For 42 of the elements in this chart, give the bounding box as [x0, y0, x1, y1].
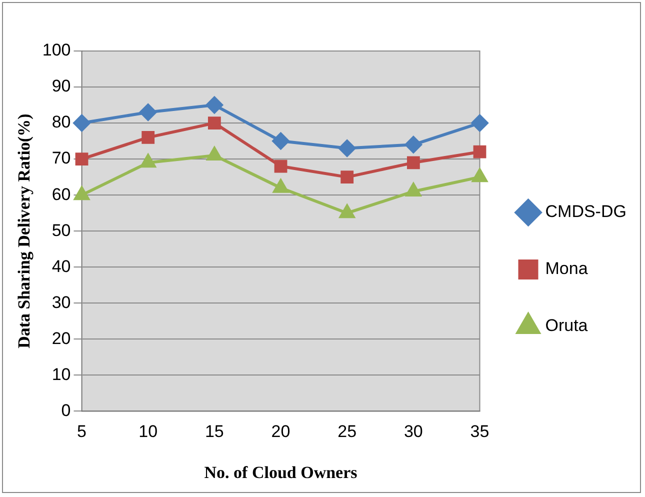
x-tick-label: 30: [404, 422, 423, 442]
x-tick-label: 10: [138, 422, 158, 442]
y-tick-label: 70: [52, 148, 71, 168]
point: [140, 154, 156, 168]
x-tick-label: 5: [77, 422, 86, 442]
point: [140, 104, 157, 121]
point: [73, 114, 90, 132]
y-tick-label: 80: [52, 112, 71, 132]
y-tick-label: 30: [52, 292, 71, 312]
x-tick-label: 25: [338, 422, 357, 442]
x-tick-label: 20: [271, 422, 290, 442]
y-tick-label: 0: [61, 400, 71, 420]
legend-label: Oruta: [545, 316, 588, 336]
point: [404, 136, 422, 154]
point: [208, 116, 221, 130]
y-tick-label: 60: [52, 184, 71, 204]
point: [273, 179, 288, 193]
point: [338, 140, 356, 157]
point: [274, 160, 288, 173]
point: [472, 168, 488, 182]
point: [406, 182, 421, 196]
y-tick-label: 20: [52, 328, 71, 348]
point: [272, 132, 290, 150]
point: [406, 156, 420, 170]
x-tick-label: 15: [204, 422, 224, 442]
legend-label: CMDS-DG: [545, 202, 626, 222]
x-tick-label: 35: [470, 422, 490, 442]
y-tick-label: 10: [52, 364, 71, 384]
y-tick-label: 90: [52, 76, 71, 96]
point: [206, 96, 223, 114]
legend-label: Mona: [545, 259, 588, 278]
point: [74, 186, 90, 200]
point: [340, 204, 355, 218]
x-axis-title: No. of Cloud Owners: [204, 463, 358, 482]
y-tick-label: 50: [52, 220, 71, 240]
y-tick-label: 40: [52, 256, 71, 276]
point: [471, 114, 488, 132]
y-tick-label: 100: [42, 40, 71, 60]
point: [340, 170, 354, 184]
y-axis-title: Data Sharing Delivery Ratio(%): [14, 114, 34, 348]
point: [142, 131, 155, 144]
point: [473, 145, 486, 158]
